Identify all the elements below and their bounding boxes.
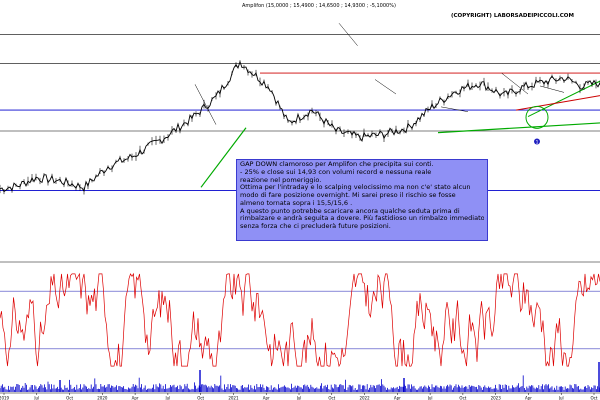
annotation-line: almeno tornata sopra i 15,5/15,6 . bbox=[240, 199, 353, 207]
trend-lines bbox=[194, 23, 600, 188]
x-tick-label: Jul bbox=[296, 396, 302, 400]
resistance-line bbox=[515, 95, 600, 111]
x-tick-label: Jul bbox=[33, 396, 39, 400]
pattern-line-0 bbox=[194, 84, 217, 125]
x-tick-label: Jul bbox=[558, 396, 564, 400]
oscillator-panel bbox=[0, 261, 600, 368]
chart-title: Amplifon (15,0000 ; 15,4900 ; 14,6500 ; … bbox=[242, 3, 396, 9]
x-tick-label: 2021 bbox=[228, 396, 239, 400]
trend-line-up bbox=[200, 127, 247, 188]
x-tick-label: Oct bbox=[591, 396, 598, 400]
x-tick-label: 2019 bbox=[0, 396, 10, 400]
chart-marker: 1 bbox=[534, 138, 540, 145]
annotation-line: A questo punto potrebbe scaricare ancora… bbox=[240, 207, 460, 215]
annotation-line: modo di fare posizione overnight. Mi sar… bbox=[240, 192, 456, 199]
annotation-box: GAP DOWN clamoroso per Amplifon che prec… bbox=[236, 159, 488, 241]
x-tick-label: Oct bbox=[459, 396, 466, 400]
marker-dot bbox=[534, 138, 540, 145]
pattern-line-3 bbox=[374, 79, 397, 95]
x-tick-label: 2022 bbox=[359, 396, 370, 400]
annotation-line: senza forza che ci precluderà future pos… bbox=[240, 223, 391, 230]
x-tick-label: Jul bbox=[164, 396, 170, 400]
oscillator-line bbox=[0, 272, 600, 368]
annotation-line: Ottima per l'intraday e lo scalping velo… bbox=[240, 184, 471, 192]
marker-label: 1 bbox=[536, 139, 539, 145]
x-tick-label: Apr bbox=[394, 396, 401, 400]
volume-panel bbox=[0, 362, 600, 392]
x-axis: 2019 Jul Oct 2020 Apr Jul Oct 2021 Apr Jul Oct 2022… bbox=[0, 392, 600, 400]
x-tick-label: Apr bbox=[525, 396, 532, 400]
x-tick-label: Oct bbox=[66, 396, 73, 400]
x-tick-label: Jul bbox=[427, 396, 433, 400]
pattern-line-2 bbox=[501, 72, 529, 95]
annotation-line: rimbalzare e andrà seguita a dovere. Più… bbox=[240, 215, 484, 223]
pattern-line-5 bbox=[539, 85, 565, 93]
price-series bbox=[0, 60, 600, 195]
x-tick-label: Apr bbox=[132, 396, 139, 400]
x-tick-label: Oct bbox=[197, 396, 204, 400]
x-tick-label: Apr bbox=[263, 396, 270, 400]
annotation-line: reazione nel pomeriggio. bbox=[240, 176, 322, 184]
copyright-label: (COPYRIGHT) LABORSADEIPICCOLI.COM bbox=[451, 13, 574, 19]
pattern-line-4 bbox=[440, 106, 469, 112]
trend-line-base bbox=[437, 122, 600, 134]
annotation-line: - 25% e close sui 14,93 con volumi recor… bbox=[240, 168, 432, 176]
annotation-line: GAP DOWN clamoroso per Amplifon che prec… bbox=[240, 161, 434, 168]
trend-line-short bbox=[527, 80, 600, 117]
pattern-line-1 bbox=[338, 23, 358, 46]
x-tick-label: Oct bbox=[328, 396, 335, 400]
x-tick-label: 2023 bbox=[491, 396, 502, 400]
x-tick-label: 2020 bbox=[97, 396, 108, 400]
highlight-circle bbox=[525, 105, 549, 129]
